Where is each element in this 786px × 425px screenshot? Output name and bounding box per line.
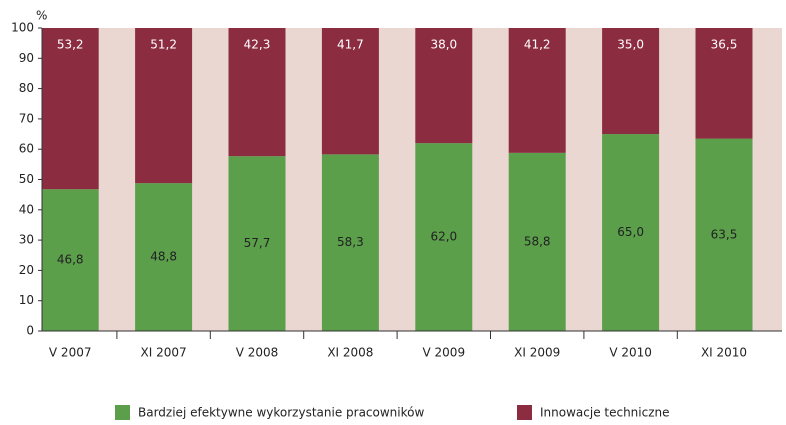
y-tick-label: 10 bbox=[19, 293, 34, 307]
data-label: 57,7 bbox=[244, 236, 271, 250]
y-tick-label: 20 bbox=[19, 263, 34, 277]
bar-segment bbox=[135, 183, 193, 331]
y-tick-label: 90 bbox=[19, 51, 34, 65]
y-tick-label: 60 bbox=[19, 142, 34, 156]
bar-segment bbox=[695, 138, 753, 331]
x-tick-label: V 2008 bbox=[236, 346, 279, 360]
y-tick-label: 70 bbox=[19, 111, 34, 125]
data-label: 65,0 bbox=[617, 225, 644, 239]
x-tick-label: XI 2008 bbox=[327, 346, 373, 360]
y-tick-label: 100 bbox=[11, 21, 34, 35]
data-label: 41,7 bbox=[337, 38, 364, 52]
bar-segment bbox=[602, 28, 660, 135]
data-label: 41,2 bbox=[524, 38, 551, 52]
bar-segment bbox=[415, 28, 473, 144]
bar-segment bbox=[41, 28, 99, 190]
data-label: 51,2 bbox=[150, 38, 177, 52]
bar-segment bbox=[321, 154, 379, 331]
bar-segment bbox=[508, 28, 566, 153]
x-tick-label: XI 2007 bbox=[141, 346, 187, 360]
bar-segment bbox=[228, 156, 286, 331]
legend-label: Bardziej efektywne wykorzystanie pracown… bbox=[138, 406, 424, 420]
y-tick-label: 80 bbox=[19, 81, 34, 95]
data-label: 42,3 bbox=[244, 38, 271, 52]
y-tick-label: 50 bbox=[19, 172, 34, 186]
legend-label: Innowacje techniczne bbox=[540, 406, 670, 420]
bar-segment bbox=[415, 143, 473, 331]
data-label: 36,5 bbox=[711, 38, 738, 52]
y-axis-label: % bbox=[36, 9, 47, 23]
data-label: 35,0 bbox=[617, 38, 644, 52]
legend-swatch bbox=[517, 405, 532, 420]
data-label: 53,2 bbox=[57, 38, 84, 52]
y-tick-label: 30 bbox=[19, 233, 34, 247]
bar-segment bbox=[41, 189, 99, 331]
x-tick-label: V 2010 bbox=[609, 346, 652, 360]
data-label: 58,3 bbox=[337, 235, 364, 249]
bar-segment bbox=[321, 28, 379, 155]
data-label: 38,0 bbox=[430, 38, 457, 52]
bar-segment bbox=[135, 28, 193, 184]
data-label: 46,8 bbox=[57, 253, 84, 267]
bar-segment bbox=[228, 28, 286, 157]
bar-segment bbox=[508, 152, 566, 331]
data-label: 62,0 bbox=[430, 230, 457, 244]
bar-segment bbox=[602, 134, 660, 331]
x-tick-label: XI 2010 bbox=[701, 346, 747, 360]
y-tick-label: 0 bbox=[26, 324, 34, 338]
bar-segment bbox=[695, 28, 753, 139]
y-tick-label: 40 bbox=[19, 202, 34, 216]
data-label: 58,8 bbox=[524, 234, 551, 248]
x-tick-label: V 2007 bbox=[49, 346, 92, 360]
data-label: 48,8 bbox=[150, 250, 177, 264]
x-tick-label: V 2009 bbox=[423, 346, 466, 360]
legend-swatch bbox=[115, 405, 130, 420]
x-tick-label: XI 2009 bbox=[514, 346, 560, 360]
data-label: 63,5 bbox=[711, 227, 738, 241]
